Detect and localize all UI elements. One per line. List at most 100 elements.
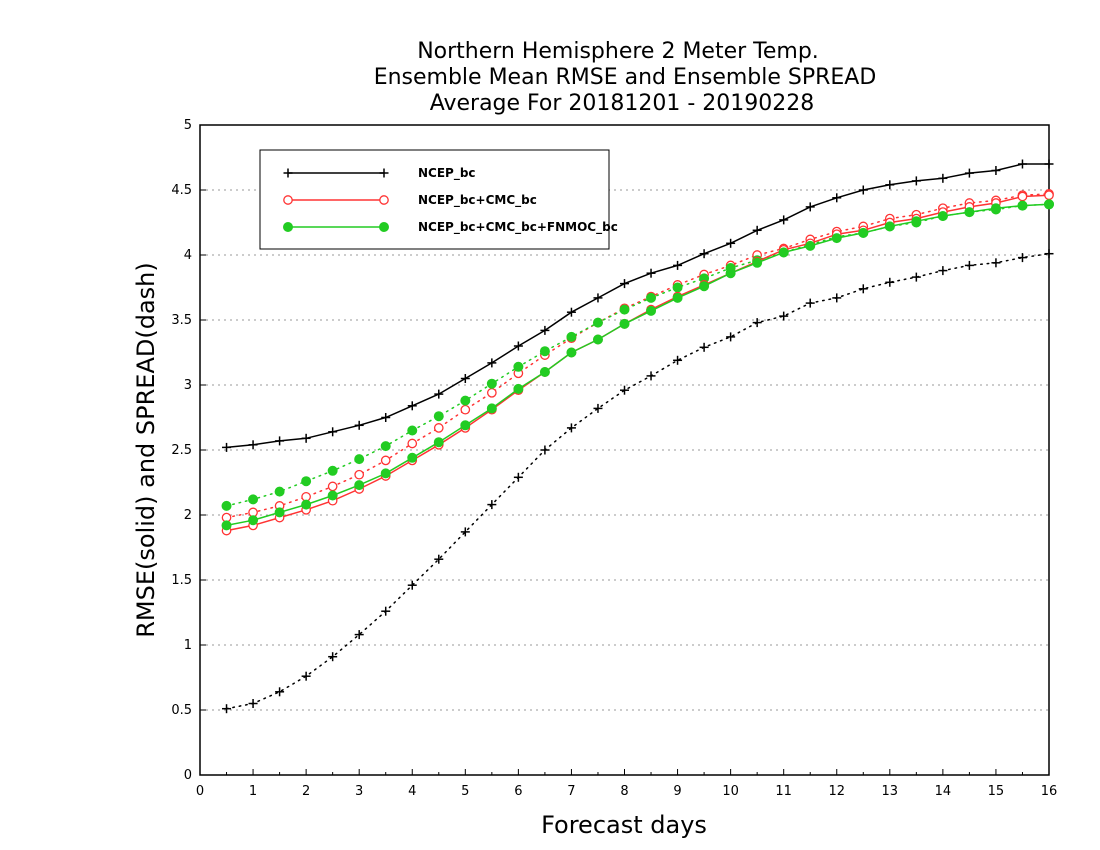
y-tick-label: 3.5 [171,313,192,328]
spread-point [1017,253,1027,263]
rmse-point [911,176,921,186]
rmse-point [991,166,1001,175]
spread-point [486,378,497,389]
y-tick-label: 3 [184,378,192,393]
x-tick-label: 15 [988,784,1005,799]
rmse-point [381,413,391,422]
rmse-point [938,173,948,183]
legend-label: NCEP_bc+CMC_bc [418,193,537,208]
rmse-point [566,307,576,317]
spread-point [328,652,338,662]
spread-point [248,699,258,708]
legend-marker-start [283,195,293,205]
spread-point [646,371,656,381]
rmse-point [672,292,683,303]
rmse-point [858,185,868,195]
spread-point [301,671,311,681]
spread-point [964,260,974,270]
series-spread-0 [222,249,1054,714]
rmse-point [778,247,789,258]
rmse-point [752,257,763,268]
series-rmse-0 [222,159,1054,452]
rmse-point [990,203,1001,214]
rmse-point [726,238,736,248]
rmse-point [380,468,391,479]
rmse-point [964,207,975,218]
spread-point [407,425,418,436]
y-tick-label: 1 [184,638,192,653]
rmse-point [539,367,550,377]
chart-title: Northern Hemisphere 2 Meter Temp. Ensemb… [374,39,877,116]
spread-point [327,465,338,476]
spread-point [460,527,470,537]
spread-point [354,454,365,465]
spread-line [225,203,1050,507]
rmse-point [592,334,603,345]
spread-point [646,292,657,303]
x-tick-label: 9 [673,784,681,799]
spread-point [832,293,842,303]
spread-point [407,580,417,590]
rmse-point [486,403,497,414]
x-tick-label: 14 [935,784,952,799]
spread-point [381,606,391,616]
x-tick-label: 5 [461,784,469,799]
x-axis: 0 1 2 3 4 5 6 7 8 9 10 11 12 13 14 15 16 [196,769,1057,799]
rmse-point [911,216,922,227]
legend-label: NCEP_bc+CMC_bc+FNMOC_bc [418,220,618,235]
rmse-point [301,499,312,510]
legend-entry-2: NCEP_bc+CMC_bc+FNMOC_bc [283,220,618,235]
x-tick-label: 0 [196,784,204,799]
spread-point [911,272,921,282]
rmse-point [487,358,497,368]
spread-point [354,630,364,640]
rmse-point [805,202,815,212]
x-axis-title: Forecast days [541,811,707,839]
legend-entry-1: NCEP_bc+CMC_bc [283,193,537,208]
spread-point [858,284,868,294]
x-tick-label: 11 [775,784,792,799]
spread-point [592,317,603,328]
spread-point [460,395,471,406]
rmse-point [327,490,338,501]
spread-point [726,332,736,342]
spread-line [225,252,1050,710]
legend-marker-end [379,222,389,232]
spread-point [248,494,259,505]
x-tick-label: 7 [567,784,575,799]
spread-point [354,469,365,480]
y-axis-title: RMSE(solid) and SPREAD(dash) [132,262,160,638]
x-tick-label: 13 [882,784,899,799]
legend-label: NCEP_bc [418,166,476,181]
spread-point [539,346,550,357]
rmse-point [858,227,869,238]
rmse-point [1017,191,1028,202]
rmse-point [1044,159,1054,169]
rmse-point [779,215,789,225]
spread-point [752,318,762,328]
spread-point [221,500,232,511]
y-tick-label: 4.5 [171,183,192,198]
spread-point [407,438,418,449]
spread-point [222,704,232,714]
rmse-point [593,293,603,303]
spread-point [301,476,312,487]
rmse-point [407,401,417,411]
spread-point [805,298,815,308]
rmse-point [407,452,418,463]
spread-point [1044,249,1054,259]
rmse-point [434,389,444,399]
rmse-point [646,305,657,316]
rmse-point [328,427,338,437]
x-tick-label: 8 [620,784,628,799]
spread-point [513,472,523,482]
title-line-1: Northern Hemisphere 2 Meter Temp. [417,39,819,64]
rmse-point [460,420,471,431]
rmse-point [885,180,895,190]
spread-point [540,445,550,455]
spread-point [513,361,524,372]
rmse-point [354,420,364,430]
series-spread-1 [221,189,1054,523]
rmse-point [1044,199,1054,210]
